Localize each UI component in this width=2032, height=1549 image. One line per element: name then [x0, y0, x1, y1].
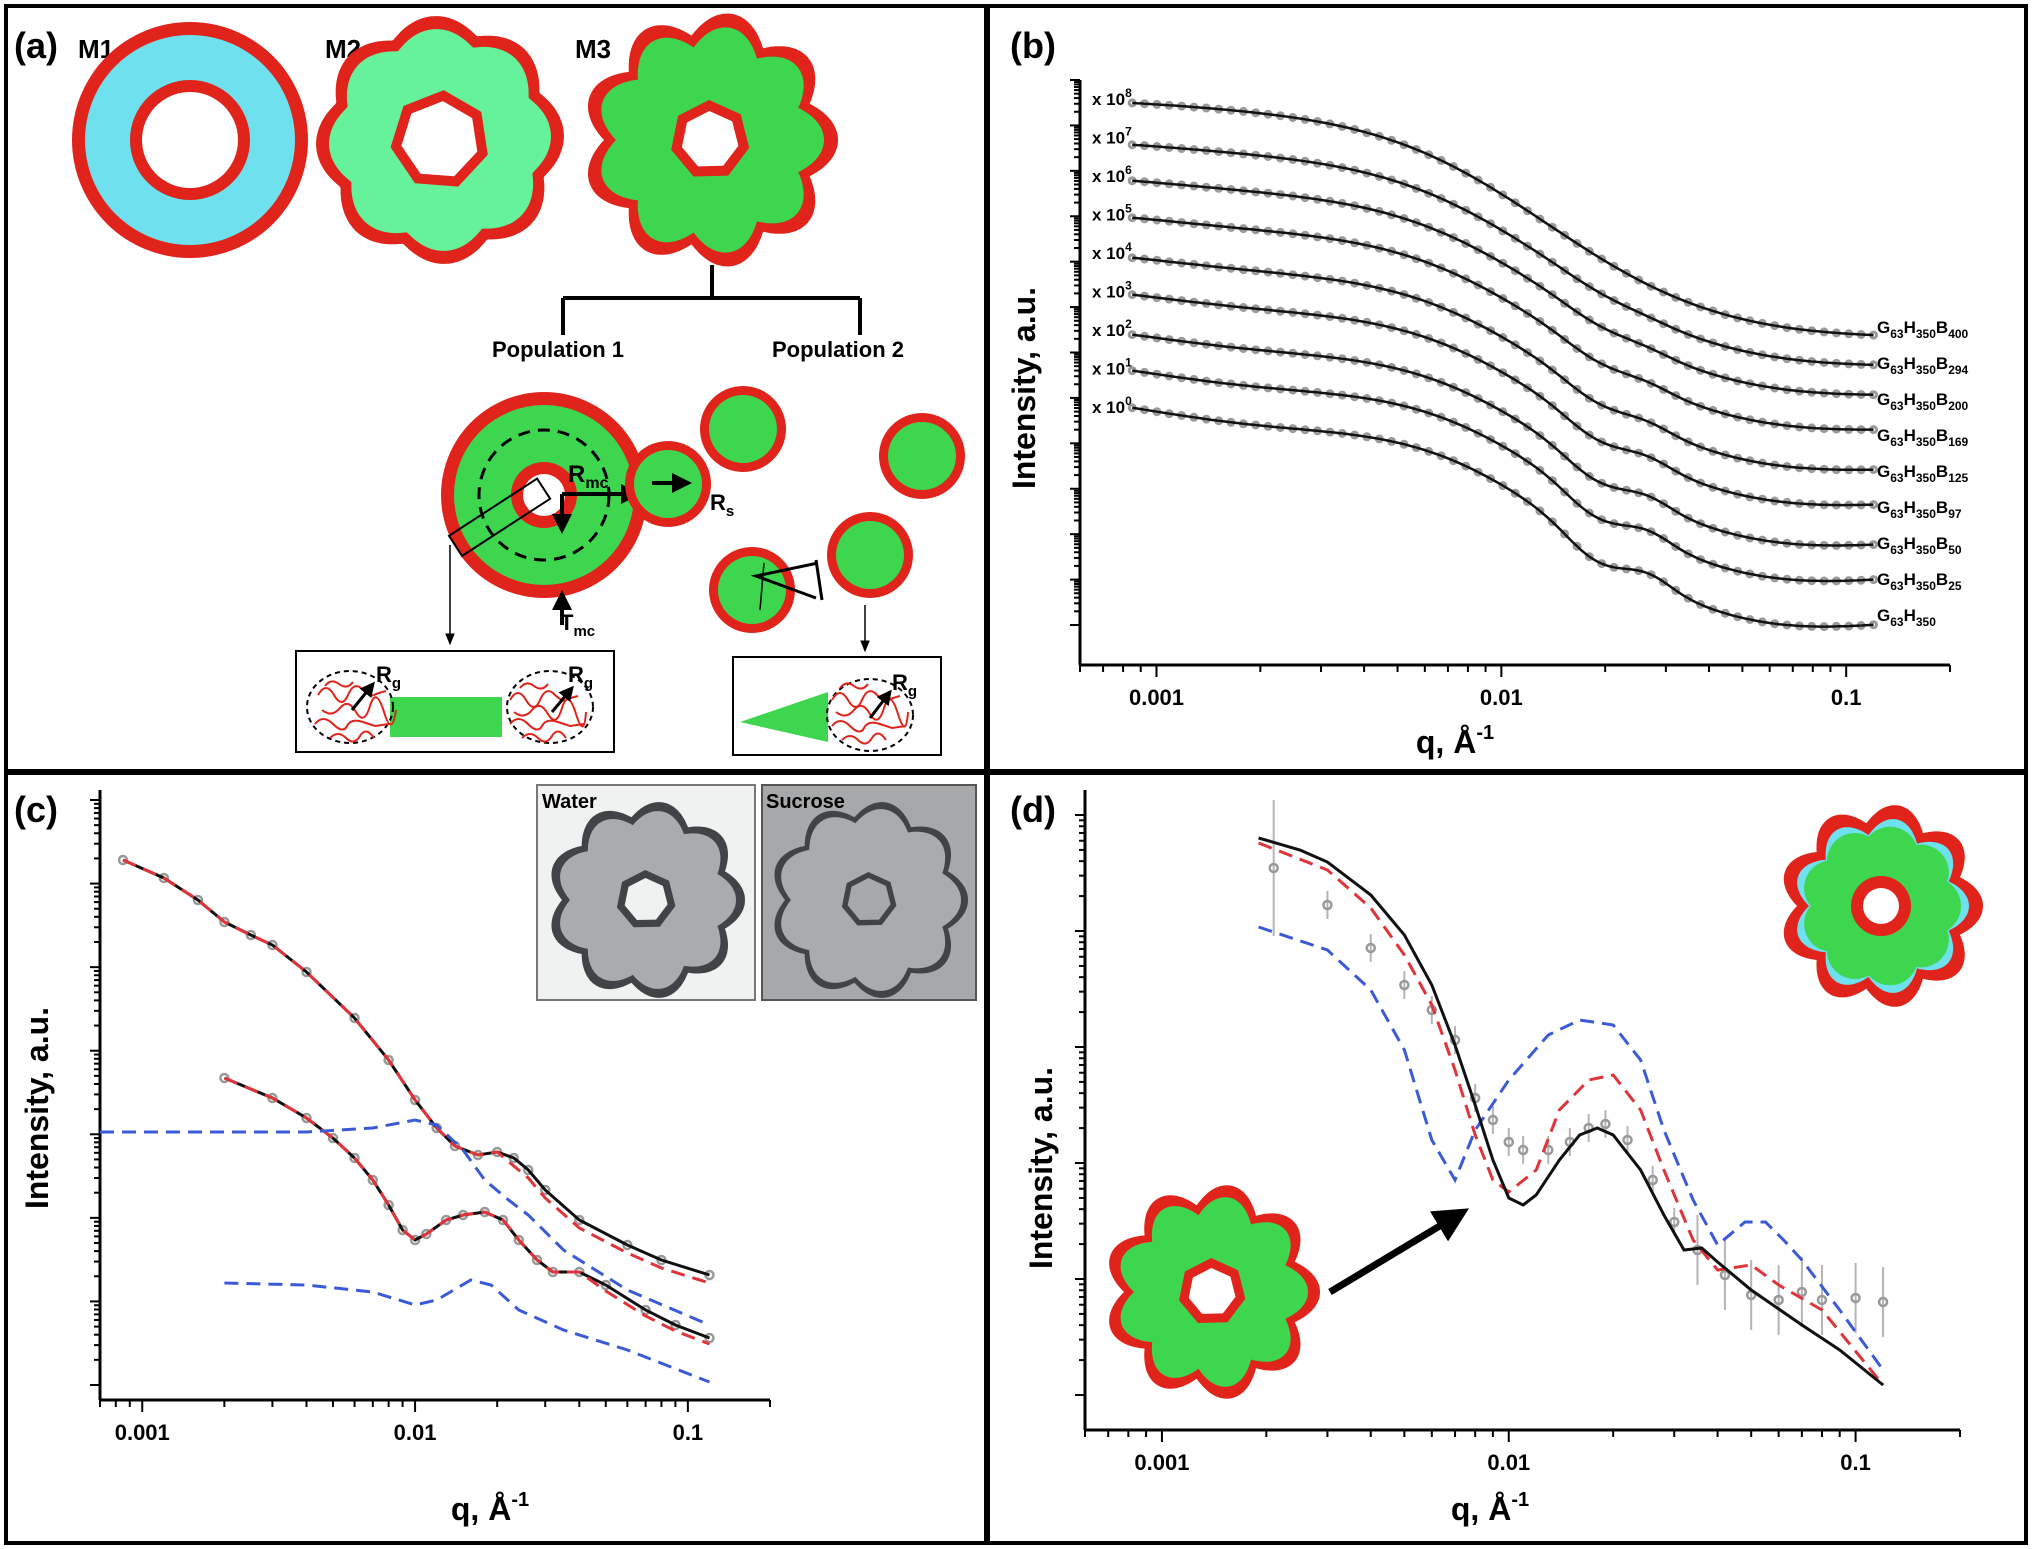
x-tick-label: 0.001 [1134, 1450, 1189, 1475]
offset-label: x 103 [1092, 279, 1132, 302]
panel-b-ylabel: Intensity, a.u. [1006, 287, 1042, 489]
r-mc-label: Rmc [568, 461, 609, 492]
series-label: G63H350 [1877, 606, 1936, 629]
panel-c-ylabel: Intensity, a.u. [19, 1007, 55, 1209]
series-label: G63H350B25 [1877, 570, 1962, 593]
x-tick-label: 0.1 [1840, 1450, 1871, 1475]
panel-d-frame [986, 771, 2028, 1545]
r-g-label-1: Rg [376, 662, 401, 692]
population-1-label: Population 1 [492, 337, 624, 362]
fit-line [1132, 143, 1874, 367]
series-label: G63H350B294 [1877, 354, 1969, 377]
data-points [1127, 330, 1879, 550]
x-tick-label: 0.1 [1831, 685, 1862, 710]
data-points [1127, 253, 1879, 475]
fit-blue-dash [1258, 925, 1885, 1371]
series-label: G63H350B97 [1877, 498, 1962, 521]
offset-label: x 102 [1092, 317, 1132, 340]
panel-b-series-labels: G63H350B400 G63H350B294 G63H350B200 G63H350… [1877, 318, 1969, 629]
panel-a: (a) M1 M2 M3 [14, 13, 965, 756]
model-m3-label: M3 [575, 34, 611, 64]
fit-red-dash [1258, 841, 1885, 1386]
offset-label: x 107 [1092, 125, 1132, 148]
panel-b-offset-labels: x 108 x 107 x 106 x 105 x 104 x 103 x 102 x 101… [1092, 86, 1132, 417]
r-s-label: Rs [710, 490, 734, 520]
data-points [1127, 176, 1879, 400]
fit-line [1131, 406, 1874, 628]
panel-c-curves [100, 854, 715, 1384]
fit-line [1132, 369, 1874, 583]
fit-line [1132, 179, 1874, 396]
series-label: G63H350B400 [1877, 318, 1969, 341]
panel-frames [4, 4, 2028, 1545]
panel-b-axes: 0.001 0.01 0.1 [1070, 79, 1951, 710]
population-1-chain-detail [295, 650, 615, 753]
panel-b-frame [986, 4, 2028, 773]
series-label: G63H350B50 [1877, 534, 1962, 557]
panel-c-xlabel: q, Å-1 [451, 1489, 529, 1527]
fit-blue-dash-sucrose [224, 1278, 711, 1384]
series-label: G63H350B169 [1877, 426, 1969, 449]
fit-line [1258, 836, 1885, 1387]
fit-line [1132, 216, 1874, 431]
panel-c-axes: 0.001 0.01 0.1 [90, 790, 771, 1445]
panel-d-arrow [1328, 1208, 1469, 1295]
panel-c: (c) 0.001 0.01 0.1 Water Sucrose Intensity… [14, 784, 977, 1527]
population-1-micelle [441, 392, 647, 625]
x-tick-label: 0.01 [1480, 685, 1523, 710]
fit-red-dash-sucrose [223, 1076, 711, 1346]
inset-water-label: Water [542, 791, 597, 813]
x-tick-label: 0.01 [394, 1420, 437, 1445]
fit-blue-dash-water [100, 1118, 711, 1327]
fit-line-sucrose [223, 1076, 711, 1340]
offset-label: x 108 [1092, 86, 1132, 109]
fit-red-dash-water [122, 858, 710, 1285]
data-points [1127, 403, 1879, 632]
inset-sucrose-label: Sucrose [766, 791, 845, 813]
t-mc-label: Tmc [560, 610, 595, 640]
x-tick-label: 0.001 [115, 1420, 170, 1445]
population-2-chain-detail [732, 656, 942, 756]
panel-d-axes: 0.001 0.01 0.1 [1075, 790, 1961, 1475]
r-g-label-2: Rg [568, 662, 593, 692]
error-bars [1272, 800, 1885, 1337]
series-label: G63H350B125 [1877, 462, 1969, 485]
x-tick-label: 0.001 [1129, 685, 1184, 710]
offset-label: x 106 [1092, 163, 1132, 186]
panel-d-xlabel: q, Å-1 [1451, 1489, 1529, 1527]
panel-d-label: (d) [1010, 789, 1056, 830]
panel-d-ylabel: Intensity, a.u. [1023, 1067, 1059, 1269]
population-2-spheres [625, 386, 965, 633]
panel-c-label: (c) [14, 789, 58, 830]
panel-d-curves [1258, 800, 1889, 1387]
panel-c-inset: Water Sucrose [536, 784, 977, 1001]
panel-d: (d) 0.001 0.01 0.1 Intensity, a.u. q, Å-1 [1010, 789, 1983, 1527]
offset-label: x 100 [1092, 394, 1132, 417]
population-connector [561, 265, 862, 335]
fit-line [1132, 101, 1874, 337]
x-tick-label: 0.1 [673, 1420, 704, 1445]
series-label: G63H350B200 [1877, 390, 1969, 413]
offset-label: x 101 [1092, 356, 1132, 379]
fit-line [1132, 293, 1874, 507]
x-tick-label: 0.01 [1487, 1450, 1530, 1475]
offset-label: x 105 [1092, 202, 1132, 225]
panel-b-label: (b) [1010, 25, 1056, 66]
r-g-label-3: Rg [892, 670, 917, 700]
panel-d-model-top [1783, 805, 1983, 1007]
model-m1-micelle [72, 22, 308, 258]
offset-label: x 104 [1092, 240, 1132, 263]
panel-a-label: (a) [14, 25, 58, 66]
panel-b-xlabel: q, Å-1 [1416, 722, 1494, 760]
model-m3-micelle [588, 13, 838, 267]
panel-d-model-bottom [1109, 1185, 1320, 1399]
population-2-label: Population 2 [772, 337, 904, 362]
data-points [1127, 366, 1879, 586]
fit-line [1132, 256, 1874, 472]
fit-line [1132, 333, 1874, 547]
model-m2-micelle [316, 16, 564, 264]
panel-b-curves [1127, 98, 1879, 632]
